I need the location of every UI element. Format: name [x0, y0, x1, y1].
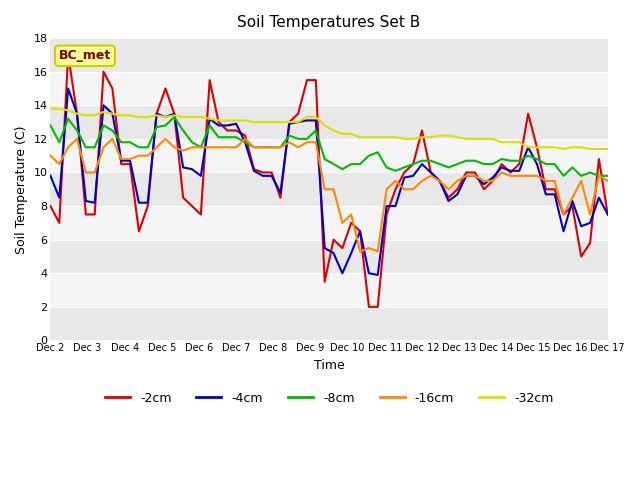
Bar [51, 307, 608, 340]
Bar [51, 206, 608, 240]
Title: Soil Temperatures Set B: Soil Temperatures Set B [237, 15, 420, 30]
Bar [51, 139, 608, 172]
Bar [51, 240, 608, 273]
Bar [51, 172, 608, 206]
Bar [51, 273, 608, 307]
X-axis label: Time: Time [314, 359, 344, 372]
Bar [51, 38, 608, 72]
Text: BC_met: BC_met [59, 49, 111, 62]
Bar [51, 105, 608, 139]
Legend: -2cm, -4cm, -8cm, -16cm, -32cm: -2cm, -4cm, -8cm, -16cm, -32cm [100, 387, 558, 410]
Y-axis label: Soil Temperature (C): Soil Temperature (C) [15, 125, 28, 253]
Bar [51, 72, 608, 105]
